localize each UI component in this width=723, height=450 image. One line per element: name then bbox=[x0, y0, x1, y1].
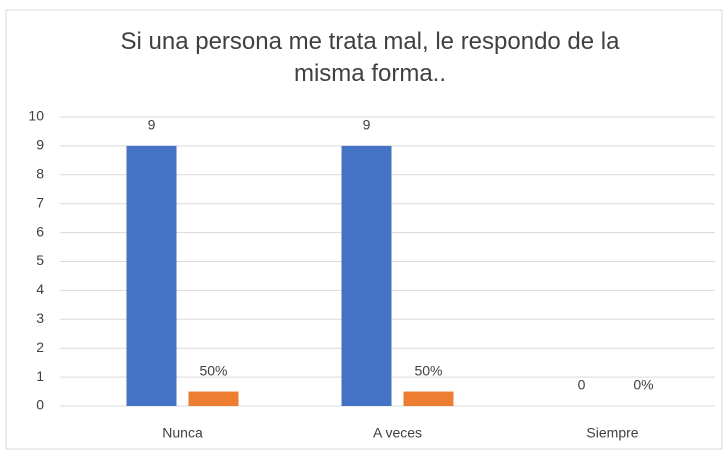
bar bbox=[341, 145, 392, 406]
data-label: 50% bbox=[414, 362, 442, 378]
x-tick-label: Siempre bbox=[586, 425, 638, 441]
y-tick-label: 5 bbox=[36, 252, 44, 268]
data-label: 0 bbox=[578, 377, 586, 393]
y-tick-label: 1 bbox=[36, 368, 44, 384]
x-tick-label: Nunca bbox=[162, 425, 203, 441]
y-tick-label: 2 bbox=[36, 339, 44, 355]
data-label: 9 bbox=[363, 117, 371, 133]
y-tick-label: 7 bbox=[36, 194, 44, 210]
chart-border bbox=[5, 9, 723, 450]
chart-title: Si una persona me trata mal, le respondo… bbox=[120, 28, 620, 87]
y-tick-label: 10 bbox=[28, 108, 44, 124]
y-tick-label: 3 bbox=[36, 310, 44, 326]
y-tick-label: 6 bbox=[36, 223, 44, 239]
y-tick-label: 0 bbox=[36, 397, 44, 413]
y-tick-label: 8 bbox=[36, 166, 44, 182]
data-label: 50% bbox=[199, 362, 227, 378]
data-label: 9 bbox=[148, 117, 156, 133]
bar bbox=[126, 145, 177, 406]
y-tick-label: 4 bbox=[36, 281, 44, 297]
x-tick-label: A veces bbox=[373, 425, 422, 441]
data-label: 0% bbox=[633, 377, 653, 393]
bar bbox=[403, 391, 454, 406]
bar bbox=[188, 391, 239, 406]
y-tick-label: 9 bbox=[36, 137, 44, 153]
